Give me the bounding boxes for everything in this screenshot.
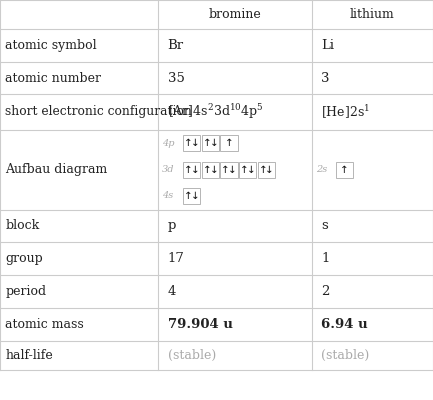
Text: ↑: ↑ xyxy=(203,164,211,174)
Text: ↓: ↓ xyxy=(191,164,200,174)
Text: period: period xyxy=(5,285,46,298)
Text: $\mathregular{[He]2s^{1}}$: $\mathregular{[He]2s^{1}}$ xyxy=(321,103,370,121)
Text: ↓: ↓ xyxy=(228,164,237,174)
Text: bromine: bromine xyxy=(209,8,261,21)
Text: ↑: ↑ xyxy=(225,138,233,148)
Text: 3d: 3d xyxy=(162,165,175,174)
Text: ↑: ↑ xyxy=(184,164,193,174)
Text: lithium: lithium xyxy=(350,8,395,21)
FancyBboxPatch shape xyxy=(183,188,200,204)
FancyBboxPatch shape xyxy=(336,162,353,178)
Text: group: group xyxy=(5,252,43,265)
FancyBboxPatch shape xyxy=(239,162,256,178)
Text: 6.94 u: 6.94 u xyxy=(321,318,368,331)
Text: (stable): (stable) xyxy=(321,349,369,362)
Text: 2s: 2s xyxy=(316,165,327,174)
FancyBboxPatch shape xyxy=(183,135,200,151)
Text: atomic number: atomic number xyxy=(5,72,101,84)
Text: (stable): (stable) xyxy=(168,349,216,362)
Text: half-life: half-life xyxy=(5,349,53,362)
FancyBboxPatch shape xyxy=(183,162,200,178)
Text: ↑: ↑ xyxy=(240,164,249,174)
Text: atomic symbol: atomic symbol xyxy=(5,39,97,52)
Text: 3: 3 xyxy=(321,72,330,84)
FancyBboxPatch shape xyxy=(202,162,219,178)
Text: 1: 1 xyxy=(321,252,330,265)
Text: Br: Br xyxy=(168,39,184,52)
Text: ↑: ↑ xyxy=(203,138,211,148)
Text: 4: 4 xyxy=(168,285,176,298)
Text: p: p xyxy=(168,220,176,232)
Text: Li: Li xyxy=(321,39,334,52)
Text: atomic mass: atomic mass xyxy=(5,318,84,331)
Text: short electronic configuration: short electronic configuration xyxy=(5,106,192,118)
Text: $\mathregular{[Ar]4s^{2}3d^{10}4p^{5}}$: $\mathregular{[Ar]4s^{2}3d^{10}4p^{5}}$ xyxy=(168,102,263,122)
Text: 4s: 4s xyxy=(162,192,174,200)
Text: ↓: ↓ xyxy=(247,164,255,174)
Text: ↑: ↑ xyxy=(340,164,349,174)
Text: ↑: ↑ xyxy=(259,164,267,174)
Text: 2: 2 xyxy=(321,285,330,298)
FancyBboxPatch shape xyxy=(202,135,219,151)
Text: 17: 17 xyxy=(168,252,184,265)
Text: 4p: 4p xyxy=(162,139,175,148)
FancyBboxPatch shape xyxy=(220,162,238,178)
FancyBboxPatch shape xyxy=(220,135,238,151)
Text: ↑: ↑ xyxy=(184,191,193,201)
Text: ↓: ↓ xyxy=(210,164,218,174)
Text: ↑: ↑ xyxy=(184,138,193,148)
Text: ↓: ↓ xyxy=(191,191,200,201)
Text: 79.904 u: 79.904 u xyxy=(168,318,233,331)
Text: ↓: ↓ xyxy=(191,138,200,148)
Text: ↓: ↓ xyxy=(265,164,274,174)
Text: Aufbau diagram: Aufbau diagram xyxy=(5,163,107,176)
Text: s: s xyxy=(321,220,328,232)
Text: block: block xyxy=(5,220,39,232)
Text: ↑: ↑ xyxy=(221,164,230,174)
Text: ↓: ↓ xyxy=(210,138,218,148)
FancyBboxPatch shape xyxy=(258,162,275,178)
Text: 35: 35 xyxy=(168,72,184,84)
